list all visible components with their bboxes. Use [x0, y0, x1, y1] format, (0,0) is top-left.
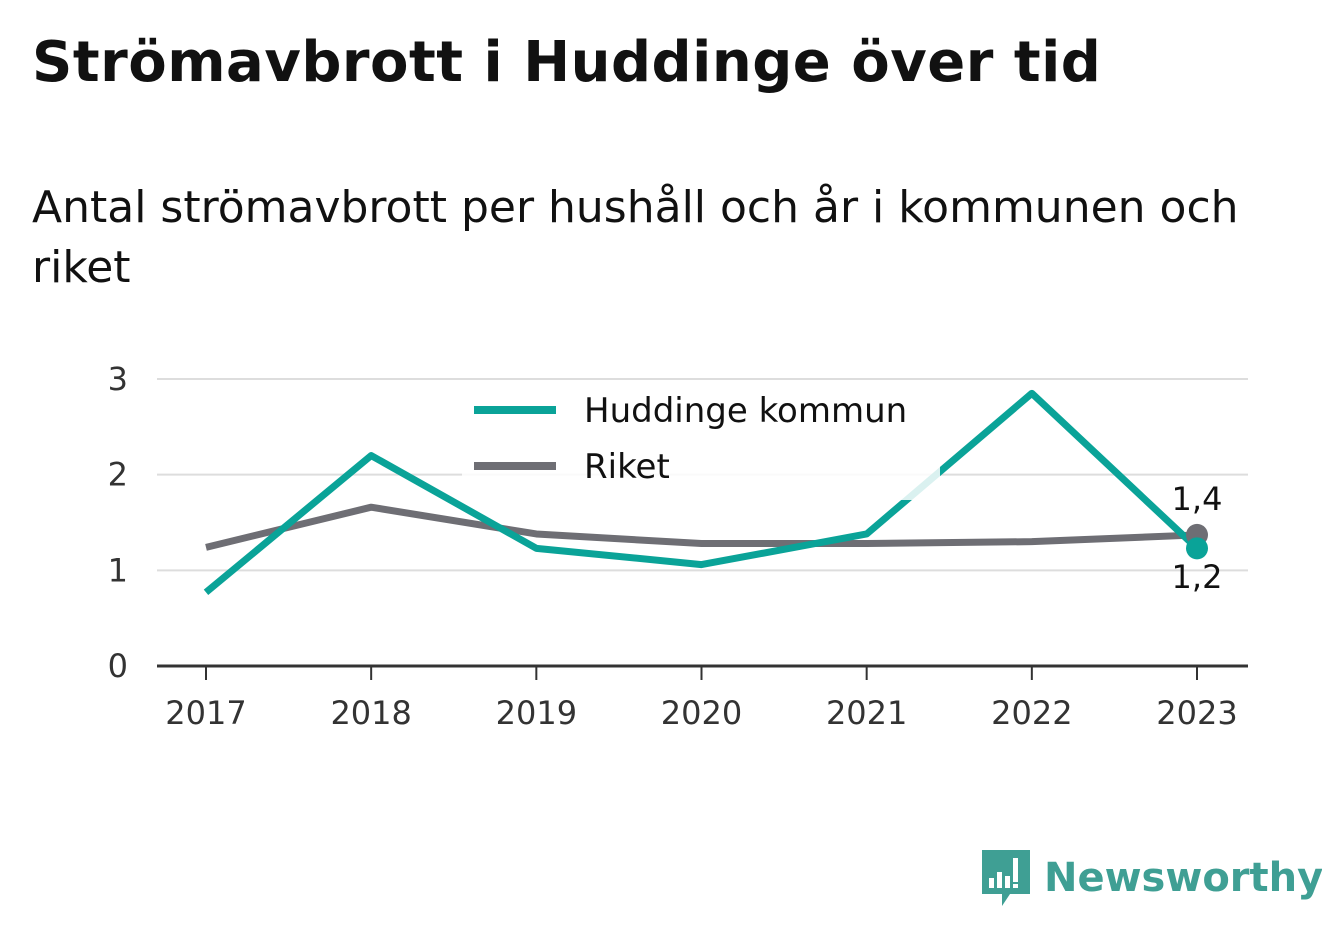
- x-axis: 2017 2018 2019 2020 2021 2022 2023: [157, 664, 1248, 732]
- legend-box: [462, 380, 940, 500]
- series-line: [203, 389, 1200, 596]
- x-tick-label: 2017: [165, 694, 246, 732]
- y-tick-label: 3: [108, 360, 128, 398]
- legend-label: Huddinge kommun: [584, 391, 907, 431]
- y-tick-label: 1: [108, 551, 128, 589]
- x-tick-label: 2020: [661, 694, 742, 732]
- brand-name: Newsworthy: [1044, 855, 1322, 901]
- series-line: [205, 503, 1198, 551]
- chart-subtitle: Antal strömavbrott per hushåll och år i …: [32, 182, 1239, 293]
- chart-title: Strömavbrott i Huddinge över tid: [32, 30, 1102, 95]
- x-tick-label: 2018: [330, 694, 411, 732]
- x-tick-label: 2022: [991, 694, 1072, 732]
- newsworthy-logo-icon: [982, 850, 1030, 906]
- y-axis-ticks: 0 1 2 3: [108, 360, 128, 685]
- legend: Huddinge kommun Riket: [462, 380, 940, 500]
- end-value-label: 1,2: [1172, 558, 1223, 596]
- x-tick-label: 2019: [496, 694, 577, 732]
- end-value-label: 1,4: [1172, 480, 1223, 518]
- legend-label: Riket: [584, 447, 670, 487]
- series-lines: [203, 389, 1200, 596]
- x-tick-label: 2023: [1156, 694, 1237, 732]
- y-tick-label: 2: [108, 456, 128, 494]
- y-tick-label: 0: [108, 647, 128, 685]
- end-labels: 1,2 1,4: [1172, 480, 1223, 596]
- brand-logo: Newsworthy: [980, 848, 1322, 908]
- x-tick-label: 2021: [826, 694, 907, 732]
- end-marker: [1186, 537, 1208, 560]
